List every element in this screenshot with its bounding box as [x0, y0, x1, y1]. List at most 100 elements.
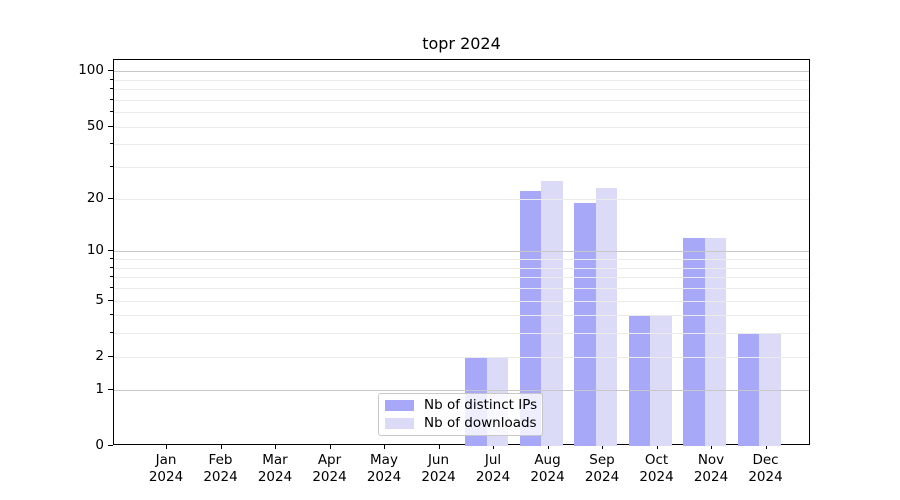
gridline-minor: [114, 144, 809, 146]
y-tick-mark: [108, 250, 113, 252]
gridline-minor: [114, 277, 809, 279]
x-tick-label-line: 2024: [475, 468, 511, 485]
legend-item-ips: Nb of distinct IPs: [385, 396, 542, 413]
x-tick-label-line: Aug: [534, 452, 561, 468]
x-tick-label: Nov 2024: [681, 452, 741, 485]
x-tick-mark: [166, 445, 167, 449]
x-tick-label-line: 2024: [148, 468, 184, 485]
x-tick-label: Aug 2024: [518, 452, 578, 485]
x-tick-label-line: 2024: [748, 468, 783, 485]
x-tick-mark: [602, 445, 603, 449]
x-tick-label-line: Mar: [262, 452, 288, 468]
bar-downloads-oct: [650, 315, 672, 446]
x-tick-label-line: 2024: [530, 468, 565, 485]
gridline-minor: [114, 259, 809, 261]
y-minor-tick-mark: [110, 266, 113, 268]
x-tick-mark: [547, 445, 549, 449]
y-minor-tick-mark: [110, 258, 113, 260]
y-minor-tick-mark: [110, 276, 113, 278]
x-tick-mark: [493, 445, 494, 449]
bar-downloads-aug: [541, 181, 563, 446]
x-tick-label: Jun 2024: [409, 452, 469, 485]
legend: Nb of distinct IPs Nb of downloads: [378, 393, 543, 436]
legend-swatch-downloads: [385, 418, 414, 430]
y-minor-tick-mark: [110, 78, 113, 80]
legend-swatch-ips: [385, 399, 414, 411]
x-tick-label-line: Nov: [697, 452, 725, 468]
bar-ips-nov: [683, 237, 705, 446]
x-tick-label: Jul 2024: [463, 452, 523, 485]
y-tick-label: 20: [86, 189, 104, 206]
x-tick-label-line: Jan: [155, 452, 177, 468]
bar-downloads-nov: [704, 237, 727, 446]
bar-downloads-sep: [595, 187, 618, 446]
x-tick-label-line: 2024: [366, 468, 402, 485]
x-tick-label: Dec 2024: [736, 452, 796, 485]
gridline-minor: [114, 126, 809, 128]
gridline-minor: [114, 99, 809, 101]
x-tick-label: Feb 2024: [191, 452, 251, 485]
y-tick-label: 1: [95, 380, 104, 397]
x-tick-mark: [220, 445, 222, 449]
x-tick-label-line: Sep: [589, 452, 615, 468]
x-tick-label-line: 2024: [203, 468, 238, 485]
y-tick-mark: [108, 445, 113, 446]
x-tick-label-line: Apr: [317, 452, 342, 468]
y-minor-tick-mark: [110, 88, 113, 90]
gridline-minor: [114, 79, 809, 81]
x-tick-label-line: 2024: [584, 468, 620, 485]
y-minor-tick-mark: [110, 166, 113, 168]
gridline-minor: [114, 300, 809, 302]
y-tick-label: 50: [86, 117, 104, 134]
gridline-major: [114, 251, 809, 253]
y-minor-tick-mark: [110, 286, 113, 288]
legend-item-label: Nb of downloads: [424, 415, 537, 432]
x-tick-label-line: Jun: [427, 452, 450, 468]
y-tick-label: 5: [95, 291, 104, 308]
x-tick-mark: [656, 445, 658, 449]
x-tick-label-line: Dec: [752, 452, 779, 468]
gridline-major: [114, 71, 809, 73]
x-tick-label-line: 2024: [257, 468, 293, 485]
y-tick-label: 100: [78, 62, 104, 79]
gridline-minor: [114, 198, 809, 200]
x-tick-label-line: May: [370, 452, 398, 468]
y-minor-tick-mark: [110, 299, 113, 301]
x-tick-mark: [711, 445, 712, 449]
x-tick-label: Apr 2024: [300, 452, 360, 485]
gridline-major: [114, 389, 809, 391]
x-tick-label: Jan 2024: [136, 452, 196, 485]
x-tick-label: Oct 2024: [627, 452, 687, 485]
bar-ips-oct: [628, 315, 651, 446]
x-tick-label: May 2024: [354, 452, 414, 485]
bar-ips-aug: [519, 191, 542, 446]
x-tick-label: Sep 2024: [572, 452, 632, 485]
legend-item-downloads: Nb of downloads: [385, 416, 542, 431]
x-tick-mark: [765, 445, 767, 449]
legend-item-label: Nb of distinct IPs: [424, 396, 538, 413]
bar-ips-sep: [574, 202, 596, 446]
plot-area: [113, 59, 810, 446]
y-minor-tick-mark: [110, 355, 113, 357]
y-tick-label: 10: [86, 242, 104, 259]
y-tick-mark: [108, 388, 113, 390]
x-tick-label-line: Oct: [644, 452, 669, 468]
gridline-minor: [114, 333, 809, 335]
y-tick-label: 0: [95, 437, 104, 453]
gridline-minor: [114, 167, 809, 169]
y-minor-tick-mark: [110, 143, 113, 145]
y-minor-tick-mark: [110, 111, 113, 113]
y-minor-tick-mark: [110, 125, 113, 127]
gridline-minor: [114, 315, 809, 317]
y-tick-mark: [108, 70, 113, 72]
gridline-minor: [114, 267, 809, 269]
gridline-minor: [114, 356, 809, 358]
gridline-minor: [114, 287, 809, 289]
x-tick-label-line: 2024: [312, 468, 347, 485]
x-tick-mark: [438, 445, 440, 449]
x-tick-mark: [329, 445, 331, 449]
y-minor-tick-mark: [110, 332, 113, 334]
x-tick-label-line: 2024: [639, 468, 674, 485]
x-tick-label: Mar 2024: [245, 452, 305, 485]
